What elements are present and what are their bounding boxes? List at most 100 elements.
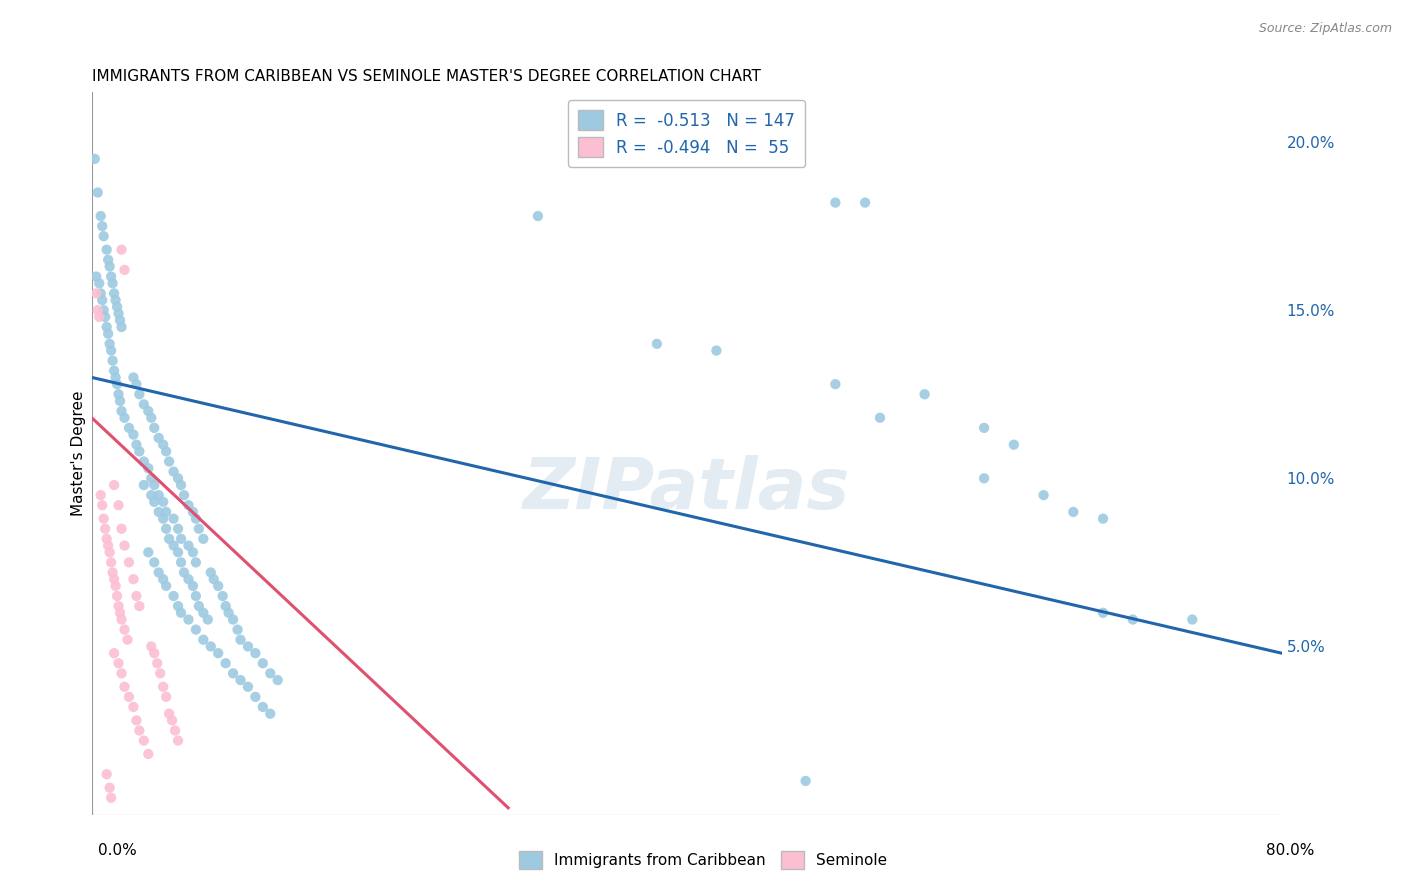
Point (132, 454, 155, 468)
Point (157, 706, 180, 721)
Point (152, 511, 174, 525)
Point (160, 714, 183, 728)
Point (90, 209, 112, 223)
Point (167, 545, 190, 559)
Point (645, 336, 668, 351)
Point (100, 343, 122, 358)
Point (104, 579, 127, 593)
Point (110, 522, 132, 536)
Point (143, 478, 166, 492)
Point (84, 269, 107, 284)
Point (108, 394, 131, 409)
Point (136, 404, 159, 418)
Point (136, 747, 159, 761)
Point (97, 539, 120, 553)
Point (98, 260, 121, 274)
Point (236, 680, 259, 694)
Point (110, 666, 132, 681)
Point (103, 646, 125, 660)
Point (200, 566, 222, 580)
Point (141, 410, 163, 425)
Point (229, 673, 252, 687)
Point (91, 498, 114, 512)
Point (90, 286, 112, 301)
Point (132, 478, 155, 492)
Point (143, 646, 166, 660)
Point (114, 680, 136, 694)
Point (162, 589, 184, 603)
Point (165, 723, 187, 738)
Point (118, 555, 141, 569)
Point (110, 243, 132, 257)
Point (94, 522, 117, 536)
Point (184, 623, 207, 637)
Point (155, 690, 177, 704)
Point (89, 310, 111, 324)
Point (132, 397, 155, 411)
Point (193, 632, 215, 647)
Point (794, 773, 817, 788)
Point (91, 219, 114, 234)
Point (157, 532, 180, 546)
Point (125, 438, 148, 452)
Point (103, 478, 125, 492)
Point (184, 589, 207, 603)
Point (170, 606, 193, 620)
Point (103, 286, 125, 301)
Point (122, 370, 145, 384)
Point (1092, 606, 1115, 620)
Point (155, 444, 177, 458)
Point (218, 606, 240, 620)
Point (94, 310, 117, 324)
Point (193, 532, 215, 546)
Point (87, 186, 110, 200)
Point (1092, 511, 1115, 525)
Point (226, 623, 249, 637)
Point (173, 488, 195, 502)
Point (104, 370, 127, 384)
Point (148, 431, 170, 445)
Point (214, 657, 236, 671)
Point (181, 505, 204, 519)
Y-axis label: Master's Degree: Master's Degree (72, 391, 86, 516)
Point (202, 572, 225, 586)
Point (148, 488, 170, 502)
Point (100, 790, 122, 805)
Point (211, 589, 233, 603)
Point (89, 277, 111, 291)
Point (236, 640, 259, 654)
Point (97, 326, 120, 341)
Point (177, 613, 200, 627)
Point (100, 269, 122, 284)
Point (125, 589, 148, 603)
Point (706, 343, 728, 358)
Point (93, 303, 115, 318)
Point (90, 488, 112, 502)
Point (143, 495, 166, 509)
Point (84, 286, 107, 301)
Point (973, 421, 995, 435)
Point (162, 539, 184, 553)
Point (96, 767, 118, 781)
Point (108, 313, 131, 327)
Point (114, 410, 136, 425)
Point (1002, 438, 1025, 452)
Point (1122, 613, 1144, 627)
Point (110, 404, 132, 418)
Point (193, 606, 215, 620)
Point (105, 589, 128, 603)
Point (96, 243, 118, 257)
Point (143, 555, 166, 569)
Point (267, 673, 290, 687)
Point (170, 532, 193, 546)
Point (98, 336, 121, 351)
Point (87, 303, 110, 318)
Point (122, 572, 145, 586)
Point (162, 465, 184, 479)
Point (136, 461, 159, 475)
Point (167, 599, 190, 613)
Point (143, 421, 166, 435)
Point (149, 666, 172, 681)
Point (170, 478, 193, 492)
Point (167, 471, 190, 485)
